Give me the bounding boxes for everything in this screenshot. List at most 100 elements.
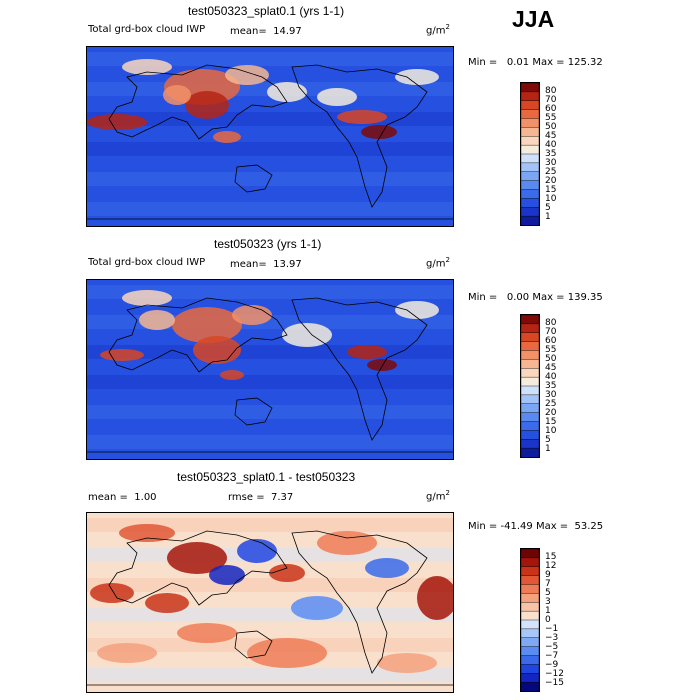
colorbar-swatch xyxy=(521,430,539,440)
colorbar-swatch xyxy=(521,118,539,128)
colorbar-tick-label: 15 xyxy=(545,551,557,562)
panel3-units: g/m2 xyxy=(426,489,450,502)
colorbar-swatch xyxy=(521,189,539,199)
colorbar-tick-label: 30 xyxy=(545,157,557,168)
field-patch xyxy=(122,290,172,306)
panel3-minmax: Min = -41.49 Max = 53.25 xyxy=(468,521,603,532)
colorbar-tick-label: −5 xyxy=(545,641,559,652)
field-patch xyxy=(185,91,229,119)
colorbar-swatch xyxy=(521,549,539,559)
field-patch xyxy=(237,539,277,563)
map-background xyxy=(87,280,453,459)
panel1-variable-label: Total grd-box cloud IWP xyxy=(88,24,206,35)
colorbar-swatch xyxy=(521,439,539,449)
field-patch xyxy=(122,59,172,75)
colorbar-tick-label: 30 xyxy=(545,389,557,400)
units-exponent: 2 xyxy=(445,489,450,497)
colorbar-swatch xyxy=(521,673,539,683)
colorbar-swatch xyxy=(521,664,539,674)
colorbar-swatch xyxy=(521,403,539,414)
colorbar-tick-label: 3 xyxy=(545,596,551,607)
colorbar-tick-label: −12 xyxy=(545,668,564,679)
colorbar-tick-label: 45 xyxy=(545,362,557,373)
colorbar-tick-label: 9 xyxy=(545,569,551,580)
panel3-max-label: Max = xyxy=(535,521,569,532)
map-band xyxy=(87,202,453,216)
panel2-min-value: 0.00 xyxy=(506,292,530,303)
field-patch xyxy=(119,524,175,542)
panel2-colorbar xyxy=(520,314,540,458)
panel1-mean-value: 14.97 xyxy=(273,26,302,37)
panel3-colorbar-swatches xyxy=(521,549,539,691)
colorbar-tick-label: 15 xyxy=(545,184,557,195)
colorbar-swatch xyxy=(521,681,539,691)
colorbar-swatch xyxy=(521,376,539,387)
colorbar-tick-label: 20 xyxy=(545,175,557,186)
colorbar-tick-label: −1 xyxy=(545,623,559,634)
field-patch xyxy=(269,564,305,582)
colorbar-swatch xyxy=(521,557,539,568)
colorbar-tick-label: 55 xyxy=(545,344,557,355)
coastlines xyxy=(87,297,453,453)
panel3-map xyxy=(86,512,454,693)
colorbar-swatch xyxy=(521,646,539,657)
panel2-mean-label: mean= xyxy=(230,259,267,270)
colorbar-swatch xyxy=(521,637,539,648)
colorbar-tick-label: 35 xyxy=(545,148,557,159)
colorbar-tick-label: 1 xyxy=(545,443,551,454)
colorbar-swatch xyxy=(521,628,539,639)
field-patch xyxy=(100,349,144,361)
colorbar-swatch xyxy=(521,566,539,577)
colorbar-swatch xyxy=(521,136,539,146)
field-patch xyxy=(247,638,327,668)
field-patch xyxy=(291,596,343,620)
panel1-max-label: Max = xyxy=(532,57,565,68)
panel1-map xyxy=(86,46,454,227)
map-band xyxy=(87,518,453,532)
panel2-map xyxy=(86,279,454,460)
field-patch xyxy=(317,531,377,555)
colorbar-tick-label: −7 xyxy=(545,650,559,661)
panel2-title: test050323 (yrs 1-1) xyxy=(214,237,322,251)
colorbar-swatch xyxy=(521,180,539,191)
colorbar-swatch xyxy=(521,602,539,612)
panel2-minmax: Min = 0.00 Max = 139.35 xyxy=(468,292,603,303)
panel3-mean-label: mean = xyxy=(88,492,128,503)
units-base: g/m xyxy=(426,491,446,503)
panel3-colorbar xyxy=(520,548,540,692)
colorbar-tick-label: −9 xyxy=(545,659,559,670)
colorbar-swatch xyxy=(521,207,539,217)
colorbar-tick-label: 55 xyxy=(545,112,557,123)
colorbar-tick-label: 5 xyxy=(545,202,551,213)
colorbar-swatch xyxy=(521,655,539,665)
panel3-min-value: -41.49 xyxy=(500,521,533,532)
map-band xyxy=(87,285,453,299)
colorbar-swatch xyxy=(521,412,539,423)
field-patch xyxy=(395,69,439,85)
panel1-colorbar-ticks: 80 70 60 55 50 45 40 35 30 25 20 15 10 5 1 xyxy=(545,82,585,226)
colorbar-swatch xyxy=(521,575,539,586)
units-base: g/m xyxy=(426,25,446,37)
field-patch xyxy=(193,336,241,364)
map-band xyxy=(87,668,453,682)
colorbar-swatch xyxy=(521,215,539,225)
colorbar-swatch xyxy=(521,198,539,208)
colorbar-swatch xyxy=(521,368,539,378)
colorbar-tick-label: 5 xyxy=(545,434,551,445)
field-patch xyxy=(417,576,453,620)
map-band xyxy=(87,375,453,389)
units-exponent: 2 xyxy=(445,256,450,264)
field-patch xyxy=(337,110,387,124)
map-band xyxy=(87,578,453,592)
panel1-min-label: Min = xyxy=(468,57,498,68)
colorbar-swatch xyxy=(521,584,539,594)
colorbar-swatch xyxy=(521,153,539,164)
colorbar-tick-label: 40 xyxy=(545,139,557,150)
colorbar-swatch xyxy=(521,619,539,630)
colorbar-swatch xyxy=(521,162,539,173)
panel3-max-value: 53.25 xyxy=(574,521,604,532)
colorbar-tick-label: 12 xyxy=(545,560,557,571)
colorbar-tick-label: 0 xyxy=(545,614,551,625)
map-band xyxy=(87,142,453,156)
field-patch xyxy=(377,653,437,673)
